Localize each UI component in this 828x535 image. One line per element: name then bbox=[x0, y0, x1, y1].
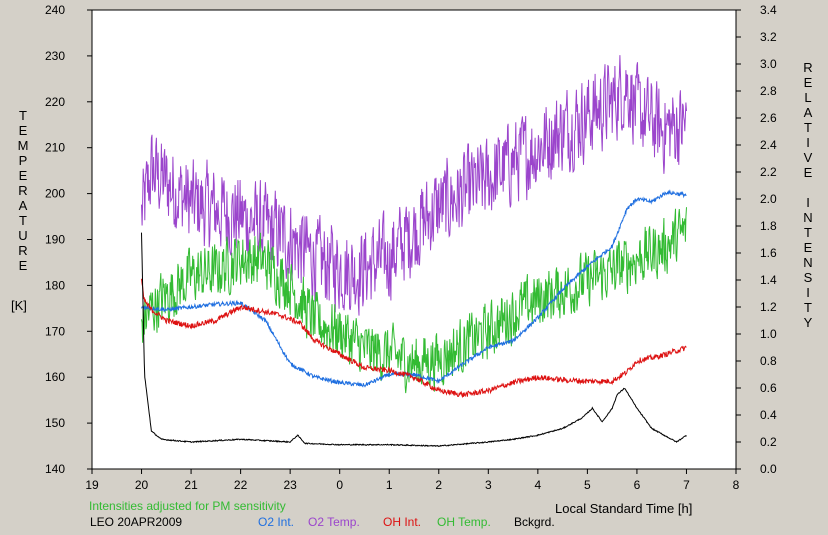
axis-letter: I bbox=[806, 195, 810, 210]
right-tick-label: 0.2 bbox=[760, 435, 777, 449]
x-tick-label: 5 bbox=[584, 478, 591, 492]
series-bkg bbox=[141, 232, 687, 448]
left-tick-label: 240 bbox=[45, 3, 65, 17]
x-tick-label: 23 bbox=[283, 478, 297, 492]
left-tick-label: 160 bbox=[45, 370, 65, 384]
left-tick-label: 140 bbox=[45, 462, 65, 476]
adjust-note: Intensities adjusted for PM sensitivity bbox=[89, 499, 286, 513]
axis-letter: E bbox=[18, 123, 28, 138]
axis-letter: Y bbox=[803, 315, 813, 330]
axis-letter: N bbox=[803, 210, 813, 225]
right-tick-label: 1.2 bbox=[760, 300, 777, 314]
x-tick-label: 1 bbox=[386, 478, 393, 492]
axis-letter: R bbox=[803, 60, 813, 75]
left-tick-label: 230 bbox=[45, 49, 65, 63]
x-tick-label: 4 bbox=[535, 478, 542, 492]
left-tick-label: 190 bbox=[45, 233, 65, 247]
x-tick-label: 8 bbox=[733, 478, 740, 492]
x-tick-label: 7 bbox=[683, 478, 690, 492]
axis-letter: E bbox=[18, 168, 28, 183]
axis-letter bbox=[801, 180, 815, 195]
x-tick-label: 2 bbox=[435, 478, 442, 492]
axis-letter: V bbox=[803, 150, 813, 165]
right-tick-label: 2.2 bbox=[760, 165, 777, 179]
right-tick-label: 3.4 bbox=[760, 3, 777, 17]
axis-letter: E bbox=[18, 258, 28, 273]
right-tick-label: 2.4 bbox=[760, 138, 777, 152]
axis-letter: A bbox=[18, 198, 28, 213]
right-tick-label: 0.0 bbox=[760, 462, 777, 476]
axis-letter: T bbox=[804, 225, 812, 240]
axis-letter: A bbox=[803, 105, 813, 120]
x-axis-label: Local Standard Time [h] bbox=[555, 501, 693, 516]
left-tick-label: 200 bbox=[45, 187, 65, 201]
right-tick-label: 0.4 bbox=[760, 408, 777, 422]
left-tick-label: 220 bbox=[45, 95, 65, 109]
axis-letter: L bbox=[804, 90, 812, 105]
right-tick-label: 0.8 bbox=[760, 354, 777, 368]
axis-letter: R bbox=[18, 243, 28, 258]
axis-letter: T bbox=[19, 213, 27, 228]
axis-letter: I bbox=[806, 135, 810, 150]
right-tick-label: 1.6 bbox=[760, 246, 777, 260]
right-tick-label: 1.4 bbox=[760, 273, 777, 287]
x-tick-label: 19 bbox=[85, 478, 99, 492]
axis-letter: S bbox=[803, 270, 813, 285]
x-tick-label: 0 bbox=[336, 478, 343, 492]
right-tick-label: 1.8 bbox=[760, 219, 777, 233]
axis-letter: T bbox=[804, 120, 812, 135]
right-tick-label: 1.0 bbox=[760, 327, 777, 341]
series-o2temp bbox=[141, 55, 687, 316]
legend-o2-temp: O2 Temp. bbox=[308, 515, 360, 529]
right-tick-label: 3.2 bbox=[760, 30, 777, 44]
x-tick-label: 20 bbox=[135, 478, 149, 492]
right-tick-label: 2.0 bbox=[760, 192, 777, 206]
axis-letter: T bbox=[804, 300, 812, 315]
axis-letter: M bbox=[17, 138, 29, 153]
x-tick-label: 21 bbox=[184, 478, 198, 492]
right-tick-label: 3.0 bbox=[760, 57, 777, 71]
x-tick-label: 3 bbox=[485, 478, 492, 492]
series-o2int bbox=[141, 189, 687, 388]
right-tick-label: 0.6 bbox=[760, 381, 777, 395]
axis-letter: N bbox=[803, 255, 813, 270]
series-ohint bbox=[141, 278, 687, 399]
left-axis-unit: [K] bbox=[11, 298, 27, 313]
x-tick-label: 22 bbox=[234, 478, 248, 492]
left-tick-label: 170 bbox=[45, 324, 65, 338]
legend-o2-int: O2 Int. bbox=[258, 515, 295, 529]
left-tick-label: 150 bbox=[45, 416, 65, 430]
right-tick-label: 2.6 bbox=[760, 111, 777, 125]
axis-letter: E bbox=[803, 75, 813, 90]
left-tick-label: 210 bbox=[45, 141, 65, 155]
left-tick-label: 180 bbox=[45, 278, 65, 292]
axis-letter: R bbox=[18, 183, 28, 198]
axis-letter: E bbox=[803, 240, 813, 255]
axis-letter: P bbox=[18, 153, 28, 168]
axes bbox=[87, 9, 741, 474]
plot-area bbox=[91, 9, 737, 470]
legend-oh-int: OH Int. bbox=[383, 515, 422, 529]
axis-letter: U bbox=[18, 228, 28, 243]
axis-letter: I bbox=[806, 285, 810, 300]
axis-letter: T bbox=[19, 108, 27, 123]
series-ohtemp bbox=[141, 207, 687, 394]
right-tick-label: 2.8 bbox=[760, 84, 777, 98]
legend-bckgrd: Bckgrd. bbox=[514, 515, 555, 529]
tick-labels: 19 20 21 22 23 0 1 2 3 4 5 6 7 8140150160170180190200… bbox=[45, 3, 777, 492]
x-tick-label: 6 bbox=[634, 478, 641, 492]
legend-oh-temp: OH Temp. bbox=[437, 515, 491, 529]
axis-letter: E bbox=[803, 165, 813, 180]
series-layer bbox=[141, 55, 687, 448]
station-label: LEO 20APR2009 bbox=[90, 515, 183, 529]
